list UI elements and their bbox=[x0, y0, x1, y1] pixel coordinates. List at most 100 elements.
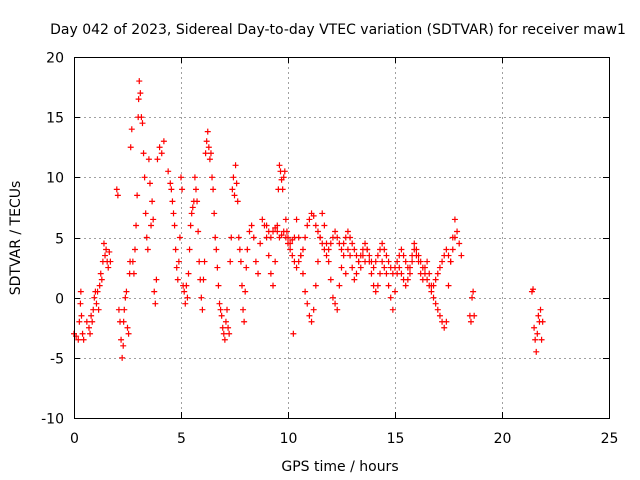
data-point bbox=[237, 258, 244, 265]
data-point bbox=[310, 212, 317, 219]
data-point bbox=[212, 234, 219, 241]
data-point bbox=[349, 240, 356, 247]
data-point bbox=[113, 186, 120, 193]
data-point bbox=[272, 258, 279, 265]
data-point bbox=[131, 246, 138, 253]
data-point bbox=[232, 162, 239, 169]
data-point bbox=[434, 270, 441, 277]
data-point bbox=[85, 324, 92, 331]
data-point bbox=[323, 252, 330, 259]
data-point bbox=[443, 318, 450, 325]
data-point bbox=[118, 336, 125, 343]
axis-ticks: 0 5 10 15 20 25 -10 -5 0 5 10 15 20 bbox=[41, 51, 618, 448]
data-point bbox=[287, 246, 294, 253]
data-point bbox=[282, 234, 289, 241]
data-point bbox=[537, 306, 544, 313]
data-point bbox=[319, 240, 326, 247]
data-point bbox=[404, 276, 411, 283]
grid bbox=[74, 57, 609, 418]
data-point bbox=[200, 276, 207, 283]
data-point bbox=[88, 312, 95, 319]
data-point bbox=[447, 258, 454, 265]
data-point bbox=[234, 198, 241, 205]
data-point bbox=[89, 318, 96, 325]
data-point bbox=[280, 228, 287, 235]
data-point bbox=[325, 246, 332, 253]
data-point bbox=[139, 120, 146, 127]
data-point bbox=[189, 204, 196, 211]
data-point bbox=[230, 174, 237, 181]
data-point bbox=[172, 246, 179, 253]
data-point bbox=[195, 228, 202, 235]
data-point bbox=[95, 306, 102, 313]
data-point bbox=[263, 222, 270, 229]
data-point bbox=[306, 216, 313, 223]
data-point bbox=[270, 282, 277, 289]
data-point bbox=[210, 186, 217, 193]
data-point bbox=[302, 288, 309, 295]
data-point bbox=[389, 270, 396, 277]
data-point bbox=[304, 222, 311, 229]
data-point bbox=[293, 264, 300, 271]
data-point bbox=[167, 180, 174, 187]
data-point bbox=[80, 336, 87, 343]
data-point bbox=[185, 270, 192, 277]
data-point bbox=[409, 258, 416, 265]
data-point bbox=[123, 288, 130, 295]
data-point bbox=[340, 240, 347, 247]
y-tick-label: 20 bbox=[46, 51, 64, 67]
data-point bbox=[351, 246, 358, 253]
data-point bbox=[205, 144, 212, 151]
data-point bbox=[75, 336, 82, 343]
data-point bbox=[317, 234, 324, 241]
data-point bbox=[267, 234, 274, 241]
data-point bbox=[179, 186, 186, 193]
data-point bbox=[152, 300, 159, 307]
data-point bbox=[176, 234, 183, 241]
data-point bbox=[329, 294, 336, 301]
data-point bbox=[171, 222, 178, 229]
data-series bbox=[263, 210, 458, 295]
data-point bbox=[187, 222, 194, 229]
data-point bbox=[451, 216, 458, 223]
data-point bbox=[402, 282, 409, 289]
data-point bbox=[349, 264, 356, 271]
data-point bbox=[312, 282, 319, 289]
data-point bbox=[387, 294, 394, 301]
data-point bbox=[344, 246, 351, 253]
data-point bbox=[87, 330, 94, 337]
y-axis-label: SDTVAR / TECUs bbox=[8, 181, 24, 296]
data-point bbox=[243, 264, 250, 271]
data-point bbox=[355, 258, 362, 265]
data-point bbox=[385, 282, 392, 289]
data-point bbox=[207, 150, 214, 157]
data-point bbox=[336, 282, 343, 289]
data-point bbox=[102, 252, 109, 259]
data-point bbox=[534, 330, 541, 337]
data-point bbox=[77, 300, 84, 307]
data-point bbox=[183, 282, 190, 289]
data-point bbox=[396, 264, 403, 271]
data-point bbox=[445, 282, 452, 289]
data-point bbox=[196, 258, 203, 265]
data-point bbox=[304, 300, 311, 307]
data-point bbox=[347, 234, 354, 241]
y-tick-label: -5 bbox=[50, 352, 64, 368]
data-point bbox=[436, 264, 443, 271]
data-point bbox=[229, 186, 236, 193]
data-point bbox=[137, 90, 144, 97]
data-point bbox=[213, 246, 220, 253]
data-point bbox=[125, 330, 132, 337]
data-point bbox=[377, 270, 384, 277]
data-point bbox=[226, 330, 233, 337]
data-point bbox=[238, 282, 245, 289]
data-point bbox=[218, 312, 225, 319]
data-point bbox=[140, 150, 147, 157]
data-point bbox=[209, 174, 216, 181]
data-point bbox=[370, 264, 377, 271]
data-point bbox=[151, 288, 158, 295]
data-point bbox=[379, 240, 386, 247]
data-point bbox=[344, 228, 351, 235]
data-point bbox=[191, 174, 198, 181]
data-point bbox=[285, 240, 291, 247]
